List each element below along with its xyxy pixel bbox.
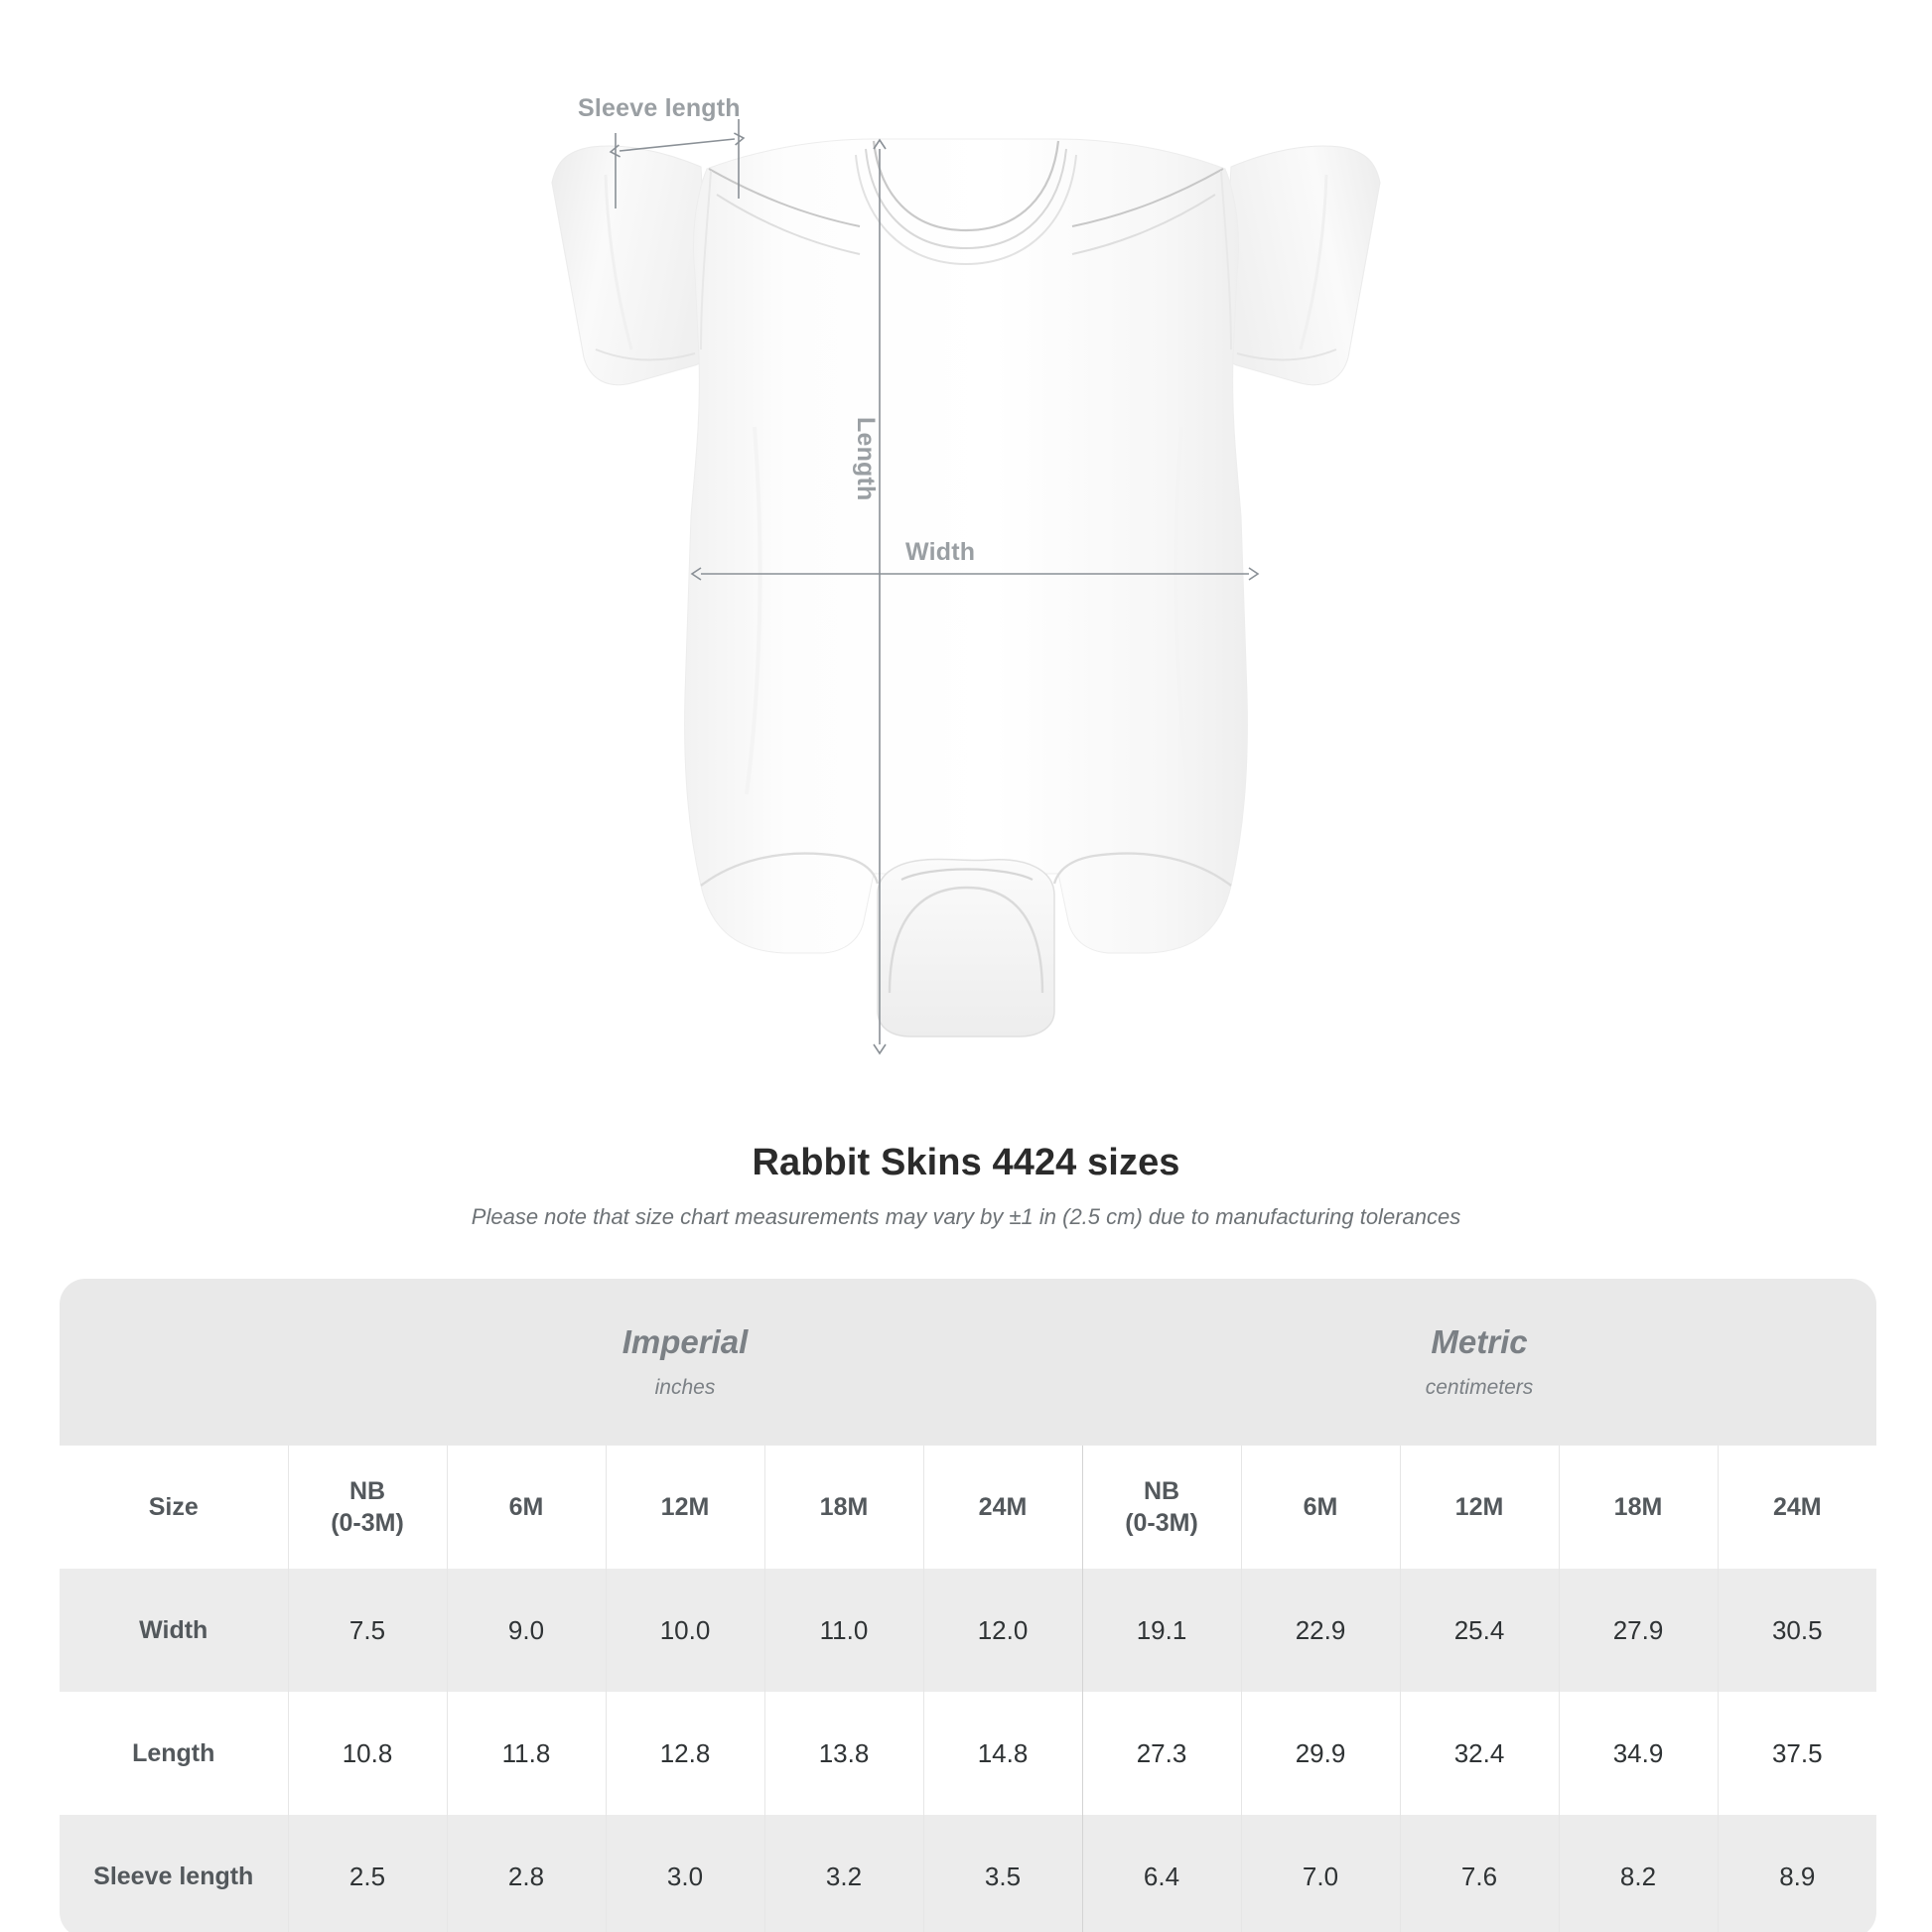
cell-sleeve-metric-12m: 7.6: [1399, 1815, 1559, 1932]
cell-width-metric-nb: 19.1: [1081, 1569, 1241, 1692]
unit-group-metric-name: Metric: [1431, 1322, 1528, 1360]
cell-length-metric-18m: 34.9: [1558, 1692, 1718, 1815]
left-sleeve: [551, 145, 713, 386]
size-chart-table: Imperial inches Metric centimeters Size …: [60, 1279, 1876, 1932]
cell-length-metric-24m: 37.5: [1717, 1692, 1876, 1815]
cell-width-imperial-6m: 9.0: [446, 1569, 606, 1692]
unit-group-imperial-name: Imperial: [621, 1322, 749, 1360]
bodysuit-svg: [551, 119, 1381, 1055]
cell-sleeve-imperial-6m: 2.8: [446, 1815, 606, 1932]
cell-length-metric-nb: 27.3: [1081, 1692, 1241, 1815]
bodysuit-body: [684, 138, 1248, 954]
cell-sleeve-metric-18m: 8.2: [1558, 1815, 1718, 1932]
size-header-row: Size NB (0-3M) 6M 12M 18M 24M NB (0-3M) 6M…: [60, 1446, 1876, 1569]
page-subtitle: Please note that size chart measurements…: [471, 1204, 1461, 1229]
size-header-metric-nb: NB (0-3M): [1081, 1446, 1241, 1569]
sleeve-length-dimension: [609, 119, 746, 208]
size-header-metric-6m: 6M: [1240, 1446, 1400, 1569]
snap-crotch-panel: [877, 858, 1055, 1037]
cell-sleeve-metric-24m: 8.9: [1717, 1815, 1876, 1932]
cell-length-metric-6m: 29.9: [1240, 1692, 1400, 1815]
unit-group-metric-sub: centimeters: [1425, 1376, 1534, 1400]
page-title: Rabbit Skins 4424 sizes: [752, 1142, 1180, 1183]
cell-width-imperial-18m: 11.0: [763, 1569, 923, 1692]
cell-width-metric-18m: 27.9: [1558, 1569, 1718, 1692]
cell-width-imperial-24m: 12.0: [922, 1569, 1082, 1692]
unit-group-metric: Metric centimeters: [1082, 1279, 1876, 1446]
size-header-imperial-12m: 12M: [605, 1446, 764, 1569]
size-header-metric-12m: 12M: [1399, 1446, 1559, 1569]
row-label-length: Length: [60, 1692, 288, 1815]
size-header-metric-24m: 24M: [1717, 1446, 1876, 1569]
cell-length-imperial-12m: 12.8: [605, 1692, 764, 1815]
table-row: Width 7.5 9.0 10.0 11.0 12.0 19.1 22.9 2…: [60, 1569, 1876, 1692]
cell-width-imperial-12m: 10.0: [605, 1569, 764, 1692]
size-header-metric-18m: 18M: [1558, 1446, 1718, 1569]
width-label: Width: [905, 538, 976, 566]
unit-group-imperial: Imperial inches: [288, 1279, 1082, 1446]
row-label-sleeve-length: Sleeve length: [60, 1815, 288, 1932]
cell-width-imperial-nb: 7.5: [287, 1569, 447, 1692]
cell-length-imperial-6m: 11.8: [446, 1692, 606, 1815]
cell-length-metric-12m: 32.4: [1399, 1692, 1559, 1815]
size-header-label: Size: [60, 1446, 288, 1569]
row-label-width: Width: [60, 1569, 288, 1692]
size-chart-table-container: Imperial inches Metric centimeters Size …: [60, 1279, 1876, 1932]
cell-sleeve-imperial-12m: 3.0: [605, 1815, 764, 1932]
cell-length-imperial-18m: 13.8: [763, 1692, 923, 1815]
cell-width-metric-6m: 22.9: [1240, 1569, 1400, 1692]
cell-sleeve-metric-6m: 7.0: [1240, 1815, 1400, 1932]
table-row: Sleeve length 2.5 2.8 3.0 3.2 3.5 6.4 7.…: [60, 1815, 1876, 1932]
cell-width-metric-12m: 25.4: [1399, 1569, 1559, 1692]
unit-group-row: Imperial inches Metric centimeters: [60, 1279, 1876, 1446]
size-header-imperial-6m: 6M: [446, 1446, 606, 1569]
size-header-imperial-24m: 24M: [922, 1446, 1082, 1569]
size-header-imperial-18m: 18M: [763, 1446, 923, 1569]
cell-sleeve-metric-nb: 6.4: [1081, 1815, 1241, 1932]
right-sleeve: [1219, 145, 1381, 386]
garment-illustration: Sleeve length Length Width: [551, 94, 1381, 1055]
cell-length-imperial-nb: 10.8: [287, 1692, 447, 1815]
cell-length-imperial-24m: 14.8: [922, 1692, 1082, 1815]
table-row: Length 10.8 11.8 12.8 13.8 14.8 27.3 29.…: [60, 1692, 1876, 1815]
title-block: Rabbit Skins 4424 sizes Please note that…: [0, 1142, 1932, 1230]
unit-group-imperial-sub: inches: [654, 1376, 716, 1400]
unit-spacer-cell: [60, 1279, 288, 1446]
cell-sleeve-imperial-nb: 2.5: [287, 1815, 447, 1932]
size-header-imperial-nb: NB (0-3M): [287, 1446, 447, 1569]
cell-width-metric-24m: 30.5: [1717, 1569, 1876, 1692]
length-label: Length: [852, 417, 880, 501]
cell-sleeve-imperial-18m: 3.2: [763, 1815, 923, 1932]
sleeve-length-label: Sleeve length: [578, 94, 741, 122]
cell-sleeve-imperial-24m: 3.5: [922, 1815, 1082, 1932]
